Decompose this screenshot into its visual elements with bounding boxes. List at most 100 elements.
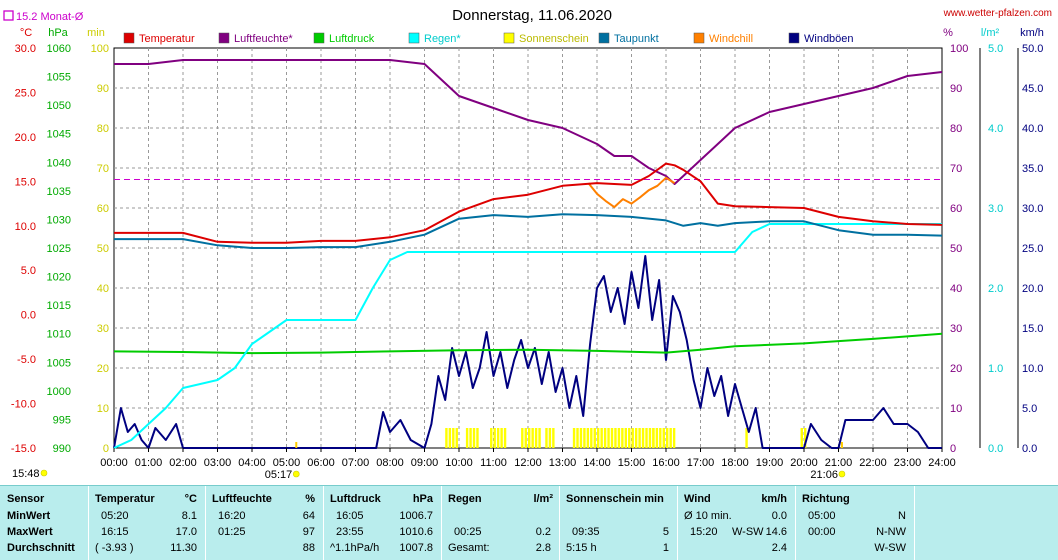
temperature-max-value: 17.0	[175, 526, 197, 538]
sunshine-bar	[455, 428, 458, 448]
humidity-axis-tick-label: 70	[950, 163, 962, 175]
sunshine-bar	[472, 428, 476, 448]
temperature-min-value: 8.1	[181, 510, 197, 522]
pressure-axis-tick-label: 1010	[47, 329, 71, 341]
pressure-max-value: 1010.6	[399, 526, 433, 538]
legend-label: Windchill	[709, 33, 753, 45]
unit-rain: l/m²	[981, 27, 1000, 39]
rain-axis-tick-label: 4.0	[988, 123, 1003, 135]
sunshine-bar	[476, 428, 479, 448]
wind-axis-tick-label: 45.0	[1022, 83, 1043, 95]
legend-label: Sonnenschein	[519, 33, 589, 45]
rain-header: Regen	[448, 493, 482, 505]
pressure-axis-tick-label: 1040	[47, 157, 71, 169]
sunshine-bar	[662, 428, 665, 448]
pressure-axis-tick-label: 1015	[47, 300, 71, 312]
temperature-column: Temperatur °C 05:20 8.1 16:15 17.0 ( -3.…	[89, 486, 206, 560]
row-label-min: MinWert	[7, 510, 51, 522]
direction-max-time: 00:00	[808, 526, 836, 538]
humidity-min-value: 64	[302, 510, 315, 522]
sun-icon	[838, 470, 846, 478]
direction-min-time: 05:00	[808, 510, 836, 522]
sunshine-bar	[648, 428, 652, 448]
sunshine-bar	[593, 428, 596, 448]
sunshine-axis-tick-label: 70	[97, 163, 109, 175]
legend-label: Temperatur	[139, 33, 195, 45]
temperature-min-time: 05:20	[101, 510, 129, 522]
unit-wind: km/h	[1020, 27, 1044, 39]
rain-max-time: 00:25	[454, 526, 482, 538]
sunshine-bar	[666, 428, 669, 448]
sunshine-bar	[804, 428, 807, 448]
sunshine-axis-tick-label: 20	[97, 363, 109, 375]
sunshine-bar	[638, 428, 641, 448]
x-tick-label: 11:00	[480, 457, 507, 469]
sunshine-bar	[607, 428, 610, 448]
humidity-axis-tick-label: 30	[950, 323, 962, 335]
x-tick-label: 07:00	[342, 457, 370, 469]
pressure-axis-tick-label: 1025	[47, 243, 71, 255]
rain-axis-tick-label: 2.0	[988, 283, 1003, 295]
now-sun-icon	[40, 469, 48, 477]
wind-column: Wind km/h Ø 10 min. 0.0 15:20 W-SW 14.6 …	[678, 486, 796, 560]
sunshine-bar	[745, 428, 748, 448]
legend-label: Regen*	[424, 33, 461, 45]
sunshine-axis-tick-label: 100	[91, 43, 109, 55]
sunshine-bar	[579, 428, 583, 448]
sunshine-bar	[655, 428, 659, 448]
sunshine-max-time: 09:35	[572, 526, 600, 538]
sunshine-bar	[469, 428, 472, 448]
sunshine-axis-tick-label: 50	[97, 243, 109, 255]
humidity-header: Luftfeuchte	[212, 493, 272, 505]
pressure-axis-tick-label: 1055	[47, 72, 71, 84]
sunshine-bar	[590, 428, 593, 448]
series-taupunkt	[114, 213, 943, 249]
rain-axis-tick-label: 5.0	[988, 43, 1003, 55]
x-tick-label: 09:00	[411, 457, 439, 469]
humidity-axis-tick-label: 90	[950, 83, 962, 95]
month-avg-icon	[3, 10, 14, 21]
sunshine-bar	[452, 428, 455, 448]
temperature-axis-tick-label: 30.0	[15, 43, 36, 55]
temperature-axis-tick-label: -15.0	[11, 443, 36, 455]
sunshine-bar	[800, 428, 803, 448]
sunshine-bar	[528, 428, 531, 448]
sunshine-bar	[614, 428, 617, 448]
x-tick-label: 08:00	[376, 457, 404, 469]
wind-unit: km/h	[761, 493, 787, 505]
sunshine-bar	[548, 428, 552, 448]
sunshine-bar	[603, 428, 607, 448]
now-time: 15:48	[12, 468, 40, 480]
pressure-axis-tick-label: 1020	[47, 272, 71, 284]
x-tick-label: 15:00	[618, 457, 646, 469]
wind-axis-tick-label: 5.0	[1022, 403, 1037, 415]
sunshine-bar	[659, 428, 662, 448]
sunshine-bar	[465, 428, 469, 448]
x-tick-label: 20:00	[790, 457, 818, 469]
humidity-avg-value: 88	[302, 542, 315, 554]
sunshine-bar	[634, 428, 638, 448]
pressure-column: Luftdruck hPa 16:05 1006.7 23:55 1010.6 …	[324, 486, 442, 560]
unit-sunshine: min	[87, 27, 105, 39]
sunshine-bar	[628, 428, 631, 448]
legend-swatch	[123, 32, 135, 44]
humidity-axis-tick-label: 10	[950, 403, 962, 415]
temperature-axis-tick-label: 0.0	[21, 310, 36, 322]
x-tick-label: 14:00	[583, 457, 611, 469]
legend-label: Windböen	[804, 33, 854, 45]
wind-avg-value: 2.4	[771, 542, 787, 554]
pressure-header: Luftdruck	[330, 493, 381, 505]
direction-avg-value: W-SW	[874, 542, 906, 554]
x-tick-label: 16:00	[652, 457, 680, 469]
sunset-time: 21:06	[810, 469, 838, 481]
sunshine-avg-value: 1	[662, 542, 669, 554]
sunshine-bar	[448, 428, 452, 448]
sunshine-bar	[672, 428, 676, 448]
site-url: www.wetter-pfalzen.com	[943, 8, 1052, 19]
humidity-max-time: 01:25	[218, 526, 246, 538]
sunshine-bar	[631, 428, 634, 448]
sunshine-bar	[521, 428, 524, 448]
rain-max-value: 0.2	[535, 526, 551, 538]
wind-axis-tick-label: 50.0	[1022, 43, 1043, 55]
wind-axis-tick-label: 15.0	[1022, 323, 1043, 335]
